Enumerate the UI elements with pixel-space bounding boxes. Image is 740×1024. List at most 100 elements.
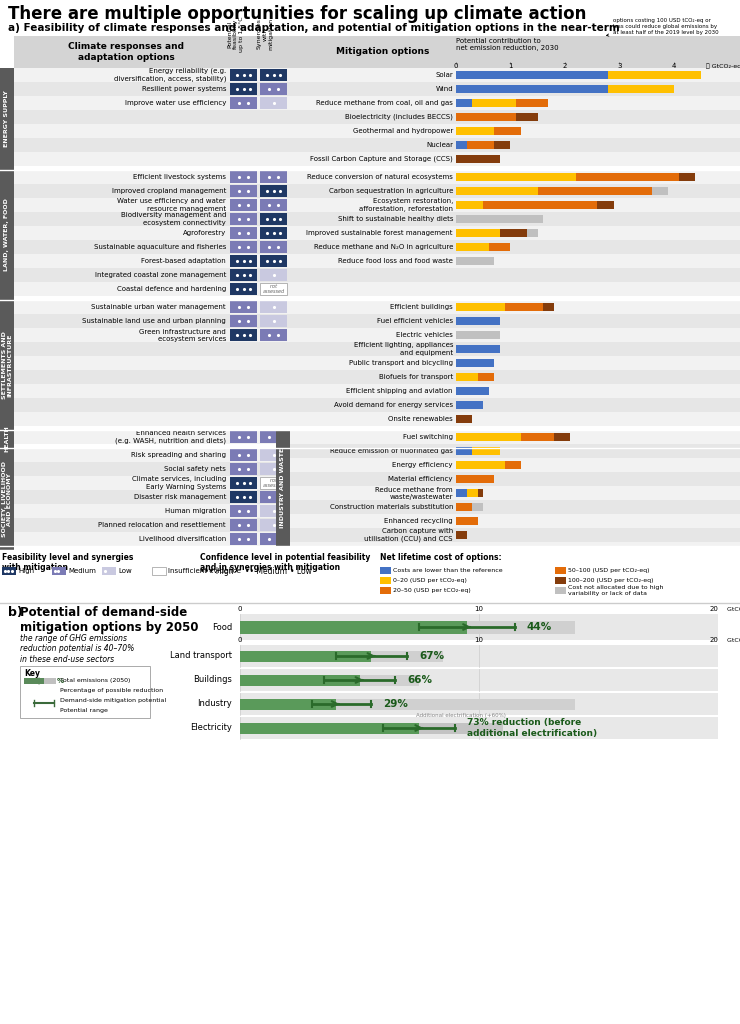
Bar (456, 475, 494, 483)
Bar (380, 587, 391, 594)
Bar (14, 240, 740, 254)
Bar (230, 213, 257, 225)
Text: 73% reduction (before
additional electrification): 73% reduction (before additional electri… (467, 718, 597, 737)
Text: Land transport: Land transport (170, 651, 232, 660)
Bar (240, 621, 574, 634)
Text: Avoid demand for energy services: Avoid demand for energy services (334, 402, 453, 408)
Bar (290, 528, 740, 542)
Bar (456, 415, 472, 423)
Bar (380, 567, 391, 574)
Bar (260, 315, 287, 327)
Bar (260, 431, 287, 443)
Bar (456, 141, 467, 148)
Text: Public transport and bicycling: Public transport and bicycling (349, 360, 453, 366)
Bar (456, 531, 467, 539)
Bar (14, 342, 740, 356)
Bar (260, 329, 287, 341)
Bar (290, 500, 740, 514)
Bar (290, 472, 740, 486)
Bar (230, 83, 257, 95)
Bar (290, 36, 740, 68)
Bar (260, 301, 287, 313)
Bar (290, 444, 740, 458)
Bar (152, 567, 166, 575)
Bar (230, 241, 257, 253)
Bar (230, 315, 257, 327)
Text: High: High (18, 568, 34, 574)
Text: Forest-based adaptation: Forest-based adaptation (141, 258, 226, 264)
Text: 67%: 67% (420, 651, 445, 662)
Text: Improve water use efficiency: Improve water use efficiency (124, 100, 226, 106)
Text: Efficient buildings: Efficient buildings (390, 304, 453, 310)
Bar (240, 645, 718, 667)
Text: Key: Key (24, 669, 40, 678)
Bar (576, 173, 679, 181)
Text: Green infrastructure and
ecosystem services: Green infrastructure and ecosystem servi… (139, 329, 226, 341)
Bar (456, 461, 505, 469)
Bar (260, 199, 287, 211)
Bar (456, 85, 608, 93)
Bar (240, 621, 467, 634)
Text: ⛳ GtCO₂-eq/yr: ⛳ GtCO₂-eq/yr (706, 63, 740, 69)
Bar (102, 567, 116, 575)
Text: 20–50 (USD per tCO₂-eq): 20–50 (USD per tCO₂-eq) (393, 588, 471, 593)
Bar (20, 666, 150, 718)
Bar (14, 518, 740, 532)
Bar (555, 587, 566, 594)
Bar (14, 212, 740, 226)
Text: %: % (57, 678, 64, 684)
Text: Risk spreading and sharing: Risk spreading and sharing (131, 452, 226, 458)
Text: the range of GHG emissions
reduction potential is 40–70%
in these end-use sector: the range of GHG emissions reduction pot… (20, 634, 135, 664)
Bar (456, 303, 505, 311)
Bar (230, 255, 257, 267)
Text: 29%: 29% (383, 699, 408, 709)
Text: •• Medium: •• Medium (245, 566, 287, 575)
Bar (456, 71, 608, 79)
Bar (380, 577, 391, 584)
Bar (456, 127, 494, 135)
Bar (260, 185, 287, 197)
Bar (505, 461, 521, 469)
Bar (14, 110, 740, 124)
Text: Shift to sustainable healthy diets: Shift to sustainable healthy diets (337, 216, 453, 222)
Text: Reduce emission of fluorinated gas: Reduce emission of fluorinated gas (330, 449, 453, 454)
Bar (260, 227, 287, 239)
Text: GtCO₂-eq/yr: GtCO₂-eq/yr (723, 607, 740, 612)
Bar (290, 458, 740, 472)
Bar (230, 185, 257, 197)
Bar (240, 693, 718, 715)
Bar (260, 463, 287, 475)
Bar (14, 398, 740, 412)
Text: not
assessed: not assessed (263, 477, 285, 488)
Text: ••• High: ••• High (200, 566, 234, 575)
Bar (456, 489, 467, 497)
Bar (240, 614, 718, 640)
Bar (456, 243, 488, 251)
Text: ENERGY SUPPLY: ENERGY SUPPLY (4, 90, 10, 147)
Bar (276, 430, 290, 546)
Bar (505, 303, 543, 311)
Text: Reduce methane and N₂O in agriculture: Reduce methane and N₂O in agriculture (314, 244, 453, 250)
Bar (260, 519, 287, 531)
Bar (230, 505, 257, 517)
Text: Improved cropland management: Improved cropland management (112, 188, 226, 194)
Bar (240, 675, 360, 685)
Text: Insufficient evidence: Insufficient evidence (168, 568, 241, 574)
Bar (240, 698, 574, 710)
Bar (14, 384, 740, 398)
Text: There are multiple opportunities for scaling up climate action: There are multiple opportunities for sca… (8, 5, 586, 23)
Bar (608, 71, 701, 79)
Bar (456, 387, 488, 395)
Bar (260, 255, 287, 267)
Text: INDUSTRY AND WASTE: INDUSTRY AND WASTE (280, 447, 284, 528)
Text: 0: 0 (238, 637, 242, 643)
Bar (478, 489, 483, 497)
Text: Enhanced recycling: Enhanced recycling (384, 518, 453, 524)
Bar (14, 68, 740, 82)
Bar (14, 152, 740, 166)
Bar (14, 328, 740, 342)
Bar (0, 300, 14, 430)
Bar (260, 213, 287, 225)
Bar (521, 433, 554, 441)
Bar (230, 227, 257, 239)
